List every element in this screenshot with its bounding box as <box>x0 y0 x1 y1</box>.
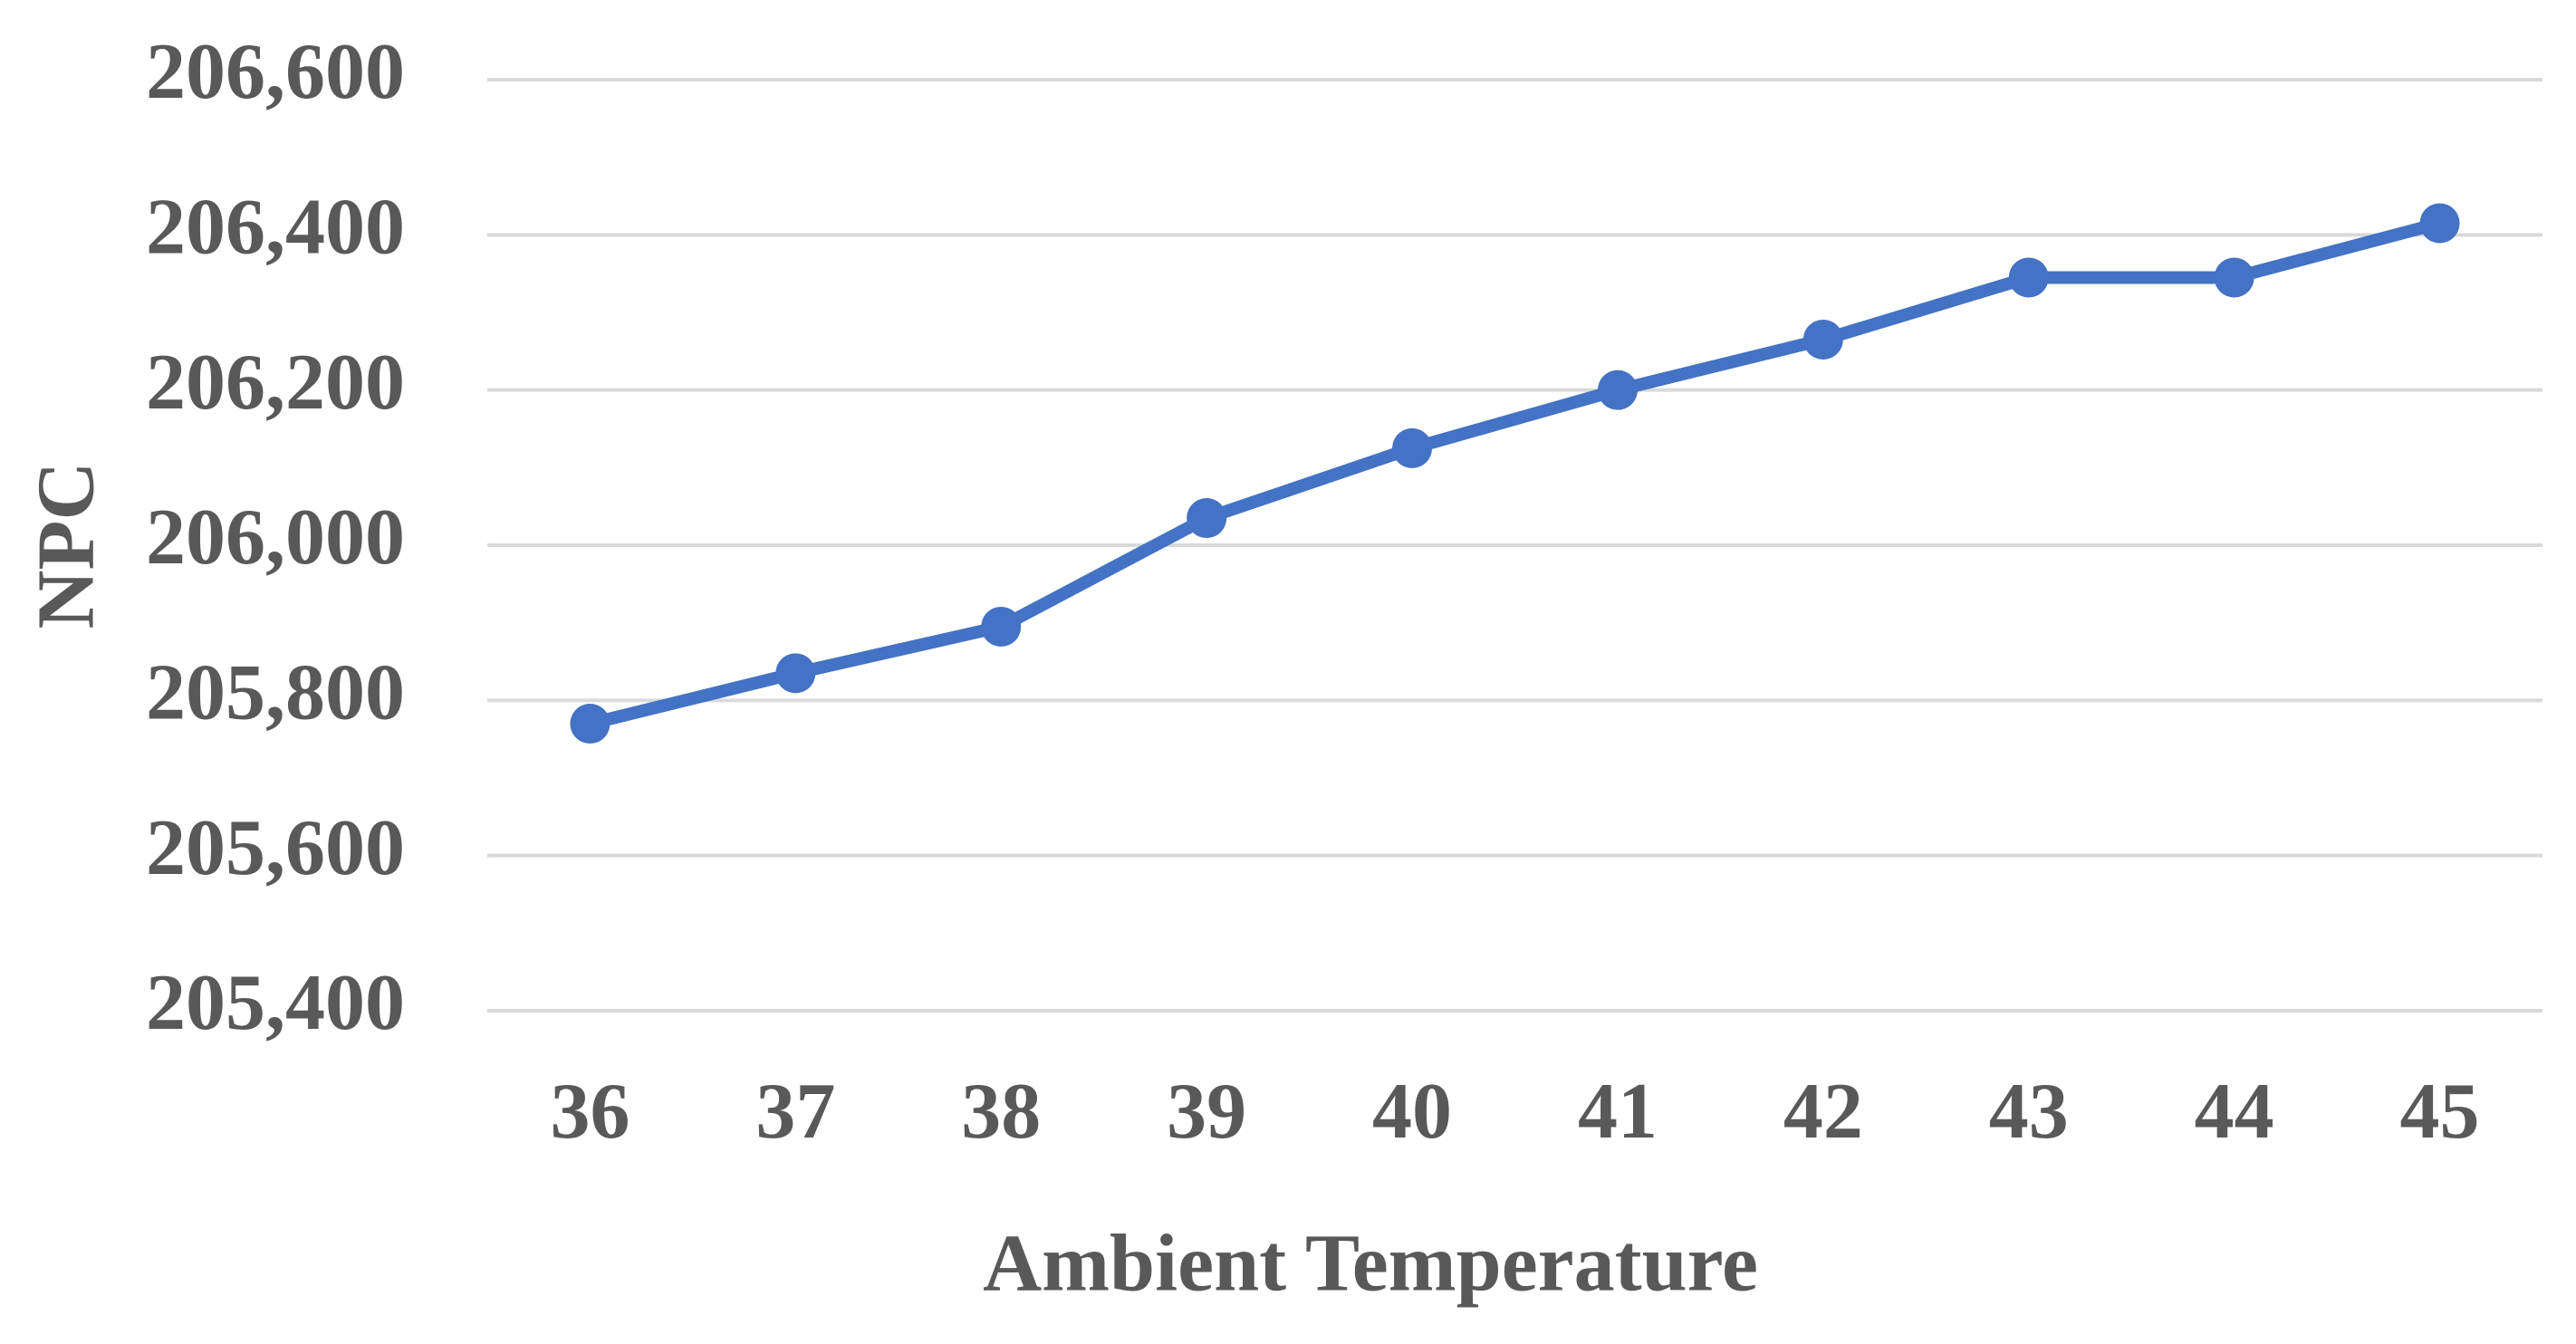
x-tick-label: 43 <box>1989 1068 2069 1156</box>
data-point <box>2419 203 2460 244</box>
data-point <box>1392 427 1433 468</box>
x-tick-label: 39 <box>1167 1068 1246 1156</box>
x-tick-label: 42 <box>1783 1068 1863 1156</box>
y-tick-label: 206,400 <box>146 184 405 272</box>
data-point <box>775 653 816 694</box>
x-tick-label: 37 <box>755 1068 835 1156</box>
data-point <box>981 606 1022 647</box>
x-tick-label: 41 <box>1578 1068 1658 1156</box>
data-point <box>2008 257 2049 298</box>
y-tick-label: 205,400 <box>146 959 405 1047</box>
x-tick-label: 45 <box>2400 1068 2480 1156</box>
x-tick-label: 38 <box>961 1068 1041 1156</box>
data-point <box>1597 370 1638 410</box>
x-tick-label: 44 <box>2195 1068 2274 1156</box>
x-axis-title: Ambient Temperature <box>983 1219 1758 1309</box>
data-point <box>2214 257 2254 298</box>
y-tick-label: 206,600 <box>146 28 405 116</box>
y-tick-label: 206,000 <box>146 494 405 581</box>
y-tick-label: 205,800 <box>146 649 405 737</box>
y-tick-label: 205,600 <box>146 804 405 892</box>
x-tick-label: 36 <box>550 1068 630 1156</box>
data-point <box>1187 498 1227 539</box>
data-point <box>570 704 610 744</box>
y-tick-label: 206,200 <box>146 339 405 427</box>
y-axis-title: NPC <box>22 462 111 629</box>
data-point <box>1802 319 1843 360</box>
x-tick-label: 40 <box>1372 1068 1452 1156</box>
series-line <box>588 216 2442 730</box>
